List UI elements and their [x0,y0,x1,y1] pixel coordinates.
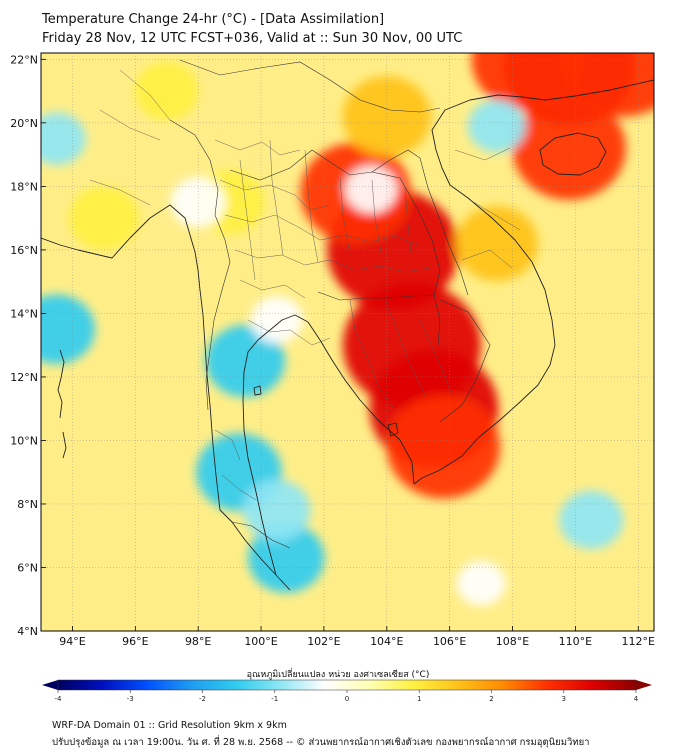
temp-anomaly-25 [456,561,506,606]
lon-tick-label: 102°E [307,635,340,648]
temp-anomaly-3 [386,395,501,499]
lat-tick-label: 22°N [10,53,38,66]
colorbar-tick-label: 1 [417,695,421,703]
colorbar-tick-label: 3 [562,695,566,703]
cambodia-vietnam-border [439,299,491,423]
axis-labels: 22°N 20°N 18°N 16°N 14°N 12°N 10°N 8°N 6°N 4°N 94°… [10,53,655,648]
colorbar-tick-label: -3 [127,695,134,703]
colorbar-tick-label: 4 [634,695,639,703]
lon-tick-label: 94°E [59,635,85,648]
lon-tick-label: 100°E [244,635,277,648]
map-subtitle: Friday 28 Nov, 12 UTC FCST+036, Valid at… [42,31,463,46]
temperature-field [41,53,654,606]
lon-tick-label: 110°E [559,635,592,648]
temp-anomaly-8 [512,96,626,200]
colorbar-label: อุณหภูมิเปลี่ยนแปลง หน่วย องศาเซลเซียส (… [246,670,430,680]
footer-credits: ปรับปรุงข้อมูล ณ เวลา 19:00น. วัน ศ. ที่… [52,737,590,748]
province-borders [89,69,521,501]
temp-anomaly-22 [170,177,226,228]
lon-tick-label: 96°E [122,635,148,648]
lat-tick-label: 10°N [10,434,38,447]
lon-tick-label: 98°E [185,635,211,648]
laos-vietnam-border [371,149,469,296]
gridlines [41,53,654,631]
temp-anomaly-12 [68,186,140,251]
colorbar-tick-label: -4 [55,695,63,703]
thailand-laos-border [229,149,441,296]
andaman-islands [57,349,67,459]
temp-anomaly-17 [243,479,311,541]
plot-area [41,53,654,631]
lat-tick-label: 12°N [10,371,38,384]
lat-tick-label: 6°N [17,561,38,574]
lon-tick-label: 106°E [433,635,466,648]
lat-tick-label: 20°N [10,117,38,130]
myanmar-thailand-border [169,119,231,411]
colorbar-gradient [58,680,636,690]
temp-anomaly-21 [250,296,303,344]
colorbar: -4 -3 -2 -1 0 1 2 3 4 [42,679,652,703]
lat-tick-label: 16°N [10,244,38,257]
temp-anomaly-23 [345,165,398,214]
temp-anomaly-10 [455,205,539,282]
colorbar-tick-label: -1 [271,695,278,703]
temp-anomaly-7 [471,53,585,111]
temp-anomaly-20 [559,490,624,550]
temp-anomaly-18 [41,294,95,365]
lat-tick-label: 18°N [10,180,38,193]
lon-tick-label: 112°E [622,635,655,648]
lat-tick-label: 14°N [10,307,38,320]
axis-ticks [41,58,639,631]
china-border [179,59,441,113]
colorbar-min-extension [42,680,58,690]
temp-anomaly-24 [467,99,526,153]
hainan-island [539,132,607,176]
temp-anomaly-14 [205,324,286,398]
lat-tick-label: 8°N [17,498,38,511]
plot-frame [40,52,655,632]
footer-model-info: WRF-DA Domain 01 :: Grid Resolution 9km … [52,720,287,731]
colorbar-max-extension [636,680,652,690]
colorbar-tick-label: -2 [199,695,206,703]
temp-anomaly-19 [41,112,86,166]
malaysia-thailand-border [231,521,291,549]
colorbar-tick-label: 2 [489,695,493,703]
phu-quoc-island [387,422,399,437]
samui-islands [253,385,262,396]
colorbar-ticks: -4 -3 -2 -1 0 1 2 3 4 [55,690,639,703]
lat-tick-label: 4°N [17,625,38,638]
lon-tick-label: 108°E [496,635,529,648]
colorbar-tick-label: 0 [345,695,349,703]
map-title: Temperature Change 24-hr (°C) - [Data As… [42,12,385,27]
country-borders [169,59,491,549]
temp-anomaly-13 [134,61,199,121]
thailand-cambodia-border [317,291,441,346]
lon-tick-label: 104°E [370,635,403,648]
